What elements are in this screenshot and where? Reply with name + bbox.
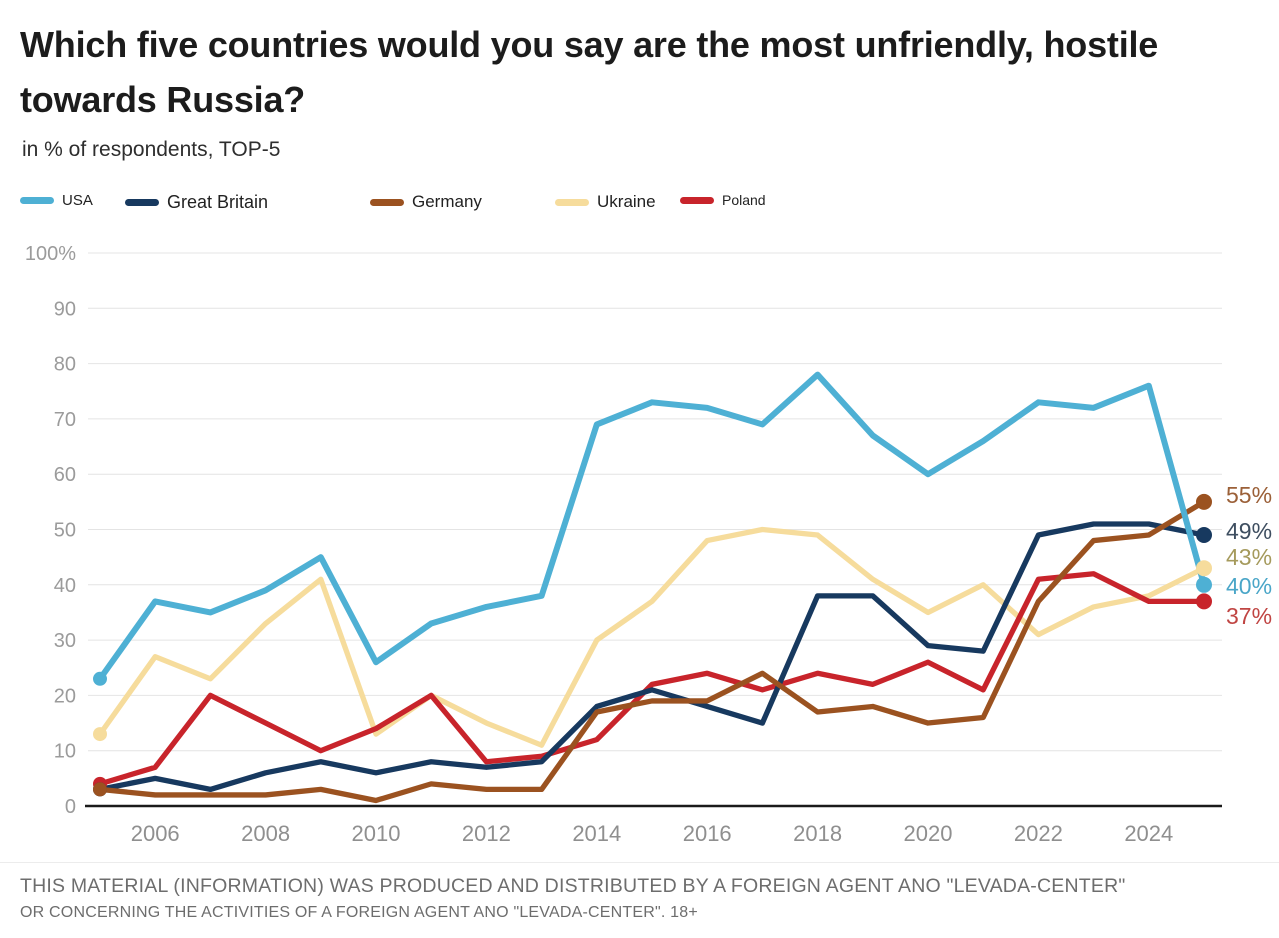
x-tick-label: 2020 (904, 821, 953, 846)
y-tick-label: 0 (65, 796, 76, 818)
end-dot-usa (1196, 576, 1212, 593)
legend-swatch-poland (680, 196, 714, 204)
x-tick-label: 2018 (793, 821, 842, 846)
legend-swatch-germany (370, 198, 404, 206)
chart-subtitle: in % of respondents, TOP-5 (22, 138, 281, 161)
y-tick-label: 60 (54, 464, 76, 486)
y-tick-label: 90 (54, 298, 76, 320)
x-tick-label: 2022 (1014, 821, 1063, 846)
series-line-ukraine (97, 526, 1207, 748)
start-dot-usa (93, 671, 107, 686)
foreign-agent-disclaimer: THIS MATERIAL (INFORMATION) WAS PRODUCED… (0, 862, 1279, 922)
y-tick-label: 100% (25, 243, 76, 265)
start-dot-great-britain (93, 782, 107, 797)
start-dot-poland (93, 776, 107, 791)
series-line-poland (97, 571, 1207, 787)
legend-label-usa: USA (62, 192, 93, 209)
legend-label-germany: Germany (412, 192, 482, 211)
x-tick-label: 2024 (1124, 821, 1173, 846)
end-dot-germany (1196, 493, 1212, 510)
end-value-label-poland: 37% (1226, 603, 1272, 629)
series-line-usa (97, 371, 1207, 682)
y-tick-label: 50 (54, 520, 76, 542)
disclaimer-line-2: OR CONCERNING THE ACTIVITIES OF A FOREIG… (20, 904, 698, 921)
legend-label-great-britain: Great Britain (167, 192, 269, 212)
x-tick-label: 2014 (572, 821, 621, 846)
y-tick-label: 70 (54, 409, 76, 431)
legend-item-usa: USA (20, 192, 93, 209)
legend-item-ukraine: Ukraine (555, 192, 656, 212)
end-dot-ukraine (1196, 560, 1212, 577)
end-value-label-great-britain: 49% (1226, 518, 1272, 544)
y-tick-label: 80 (54, 354, 76, 376)
legend-item-poland: Poland (680, 192, 766, 208)
start-dot-ukraine (93, 727, 107, 742)
x-axis-labels: 2006 2008 2010 2012 2014 2016 2018 2020 2022 2024 (131, 821, 1174, 846)
legend-swatch-great-britain (125, 199, 159, 206)
legend-label-ukraine: Ukraine (597, 192, 656, 211)
legend-label-poland: Poland (722, 192, 766, 208)
series-line-great-britain (97, 521, 1207, 793)
y-tick-label: 10 (54, 741, 76, 763)
legend-item-great-britain: Great Britain (125, 192, 268, 213)
start-dot-germany (93, 782, 107, 797)
x-tick-label: 2010 (352, 821, 401, 846)
x-tick-label: 2008 (241, 821, 290, 846)
legend-item-germany: Germany (370, 192, 482, 212)
end-value-label-germany: 55% (1226, 482, 1272, 508)
gridlines (88, 252, 1222, 752)
y-tick-label: 40 (54, 575, 76, 597)
end-value-label-ukraine: 43% (1226, 544, 1272, 570)
series-line-germany (97, 499, 1207, 804)
y-tick-label: 30 (54, 630, 76, 652)
x-tick-label: 2006 (131, 821, 180, 846)
end-dot-poland (1196, 593, 1212, 610)
y-tick-label: 20 (54, 685, 76, 707)
disclaimer-line-1: THIS MATERIAL (INFORMATION) WAS PRODUCED… (20, 875, 1126, 897)
page-title: Which five countries would you say are t… (20, 24, 1159, 120)
legend-swatch-ukraine (555, 198, 589, 206)
end-dot-great-britain (1196, 527, 1212, 544)
end-value-label-usa: 40% (1226, 573, 1272, 599)
y-axis-labels: 0 10 20 30 40 50 60 70 80 90 100% (25, 243, 76, 818)
legend-swatch-usa (20, 197, 54, 204)
x-tick-label: 2012 (462, 821, 511, 846)
chart-legend: USA Great Britain Germany Ukraine Poland (0, 192, 1279, 218)
x-tick-label: 2016 (683, 821, 732, 846)
